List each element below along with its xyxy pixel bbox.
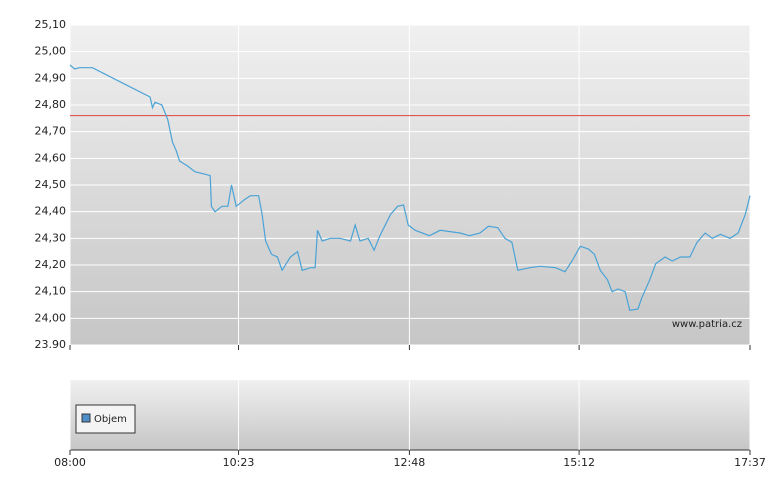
x-tick-label: 12:48 bbox=[394, 456, 426, 469]
x-tick-label: 08:00 bbox=[54, 456, 86, 469]
volume-background bbox=[70, 380, 750, 450]
price-line bbox=[69, 64, 751, 311]
legend-swatch bbox=[81, 413, 91, 423]
y-tick-label: 24,60 bbox=[35, 151, 67, 164]
y-tick-label: 23.90 bbox=[35, 338, 67, 351]
y-tick-label: 24,20 bbox=[35, 258, 67, 271]
x-tick-label: 10:23 bbox=[223, 456, 255, 469]
legend-label: Objem bbox=[94, 414, 127, 425]
y-tick-label: 24,00 bbox=[35, 311, 67, 324]
x-tick-label: 17:37 bbox=[734, 456, 766, 469]
y-tick-label: 24,90 bbox=[35, 71, 67, 84]
y-tick-label: 24,70 bbox=[35, 125, 67, 138]
y-tick-label: 25,10 bbox=[35, 18, 67, 31]
x-tick-label: 15:12 bbox=[563, 456, 595, 469]
y-tick-label: 24,50 bbox=[35, 178, 67, 191]
y-tick-label: 24,10 bbox=[35, 285, 67, 298]
y-tick-label: 24,40 bbox=[35, 205, 67, 218]
y-tick-label: 24,80 bbox=[35, 98, 67, 111]
watermark: www.patria.cz bbox=[672, 319, 742, 330]
y-tick-label: 24,30 bbox=[35, 231, 67, 244]
y-tick-label: 25,00 bbox=[35, 45, 67, 58]
